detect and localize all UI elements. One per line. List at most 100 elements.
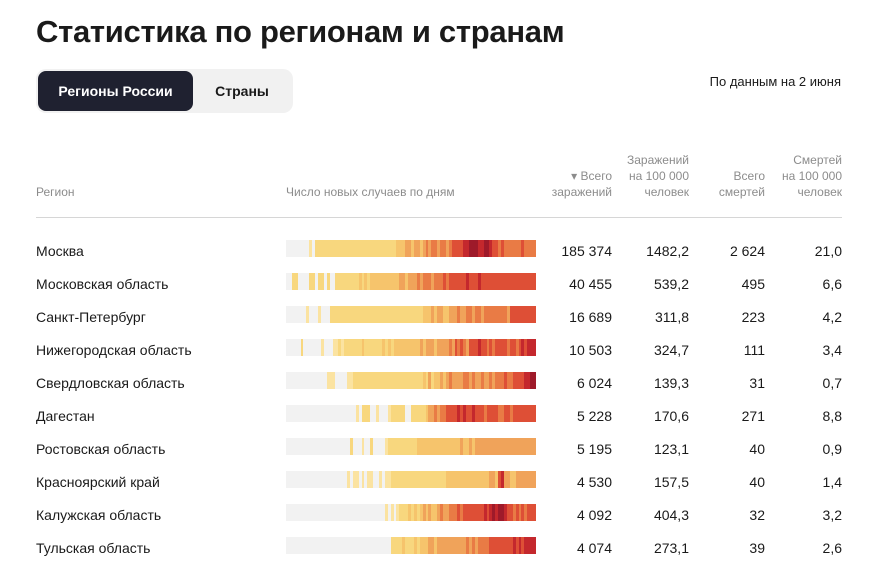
header-region[interactable]: Регион [36,185,75,199]
heatmap-day-cell [300,405,304,422]
heatmap-day-cell [463,537,467,554]
header-deaths-per-100k[interactable]: Смертей на 100 000 человек [760,152,842,200]
heatmap-day-cell [320,306,324,323]
heatmap-day-cell [332,273,336,290]
heatmap-day-cell [402,273,406,290]
heatmap-day-cell [358,339,362,356]
heatmap-day-cell [335,240,339,257]
heatmap-day-cell [309,504,313,521]
table-row[interactable]: Нижегородская область 10 503 324,7 111 3… [0,335,885,368]
table-row[interactable]: Свердловская область 6 024 139,3 31 0,7 [0,368,885,401]
heatmap-day-cell [489,504,493,521]
heatmap-day-cell [402,339,406,356]
heatmap-day-cell [434,339,438,356]
heatmap-day-cell [474,438,478,455]
heatmap-day-cell [533,372,536,389]
heatmap-day-cell [387,504,391,521]
heatmap-day-cell [501,504,504,521]
heatmap-day-cell [460,273,464,290]
data-date-note: По данным на 2 июня [709,74,841,89]
heatmap-day-cell [518,372,522,389]
heatmap-day-cell [509,273,513,290]
cases-per-100k: 273,1 [653,540,689,556]
heatmap-day-cell [431,339,435,356]
tab-countries[interactable]: Страны [215,83,269,99]
heatmap-day-cell [486,405,490,422]
heatmap-day-cell [396,405,400,422]
table-row[interactable]: Московская область 40 455 539,2 495 6,6 [0,269,885,302]
heatmap-day-cell [344,273,348,290]
table-row[interactable]: Санкт-Петербург 16 689 311,8 223 4,2 [0,302,885,335]
table-row[interactable]: Калужская область 4 092 404,3 32 3,2 [0,500,885,533]
heatmap-day-cell [501,438,504,455]
table-row[interactable]: Ростовская область 5 195 123,1 40 0,9 [0,434,885,467]
heatmap-day-cell [358,405,362,422]
heatmap-day-cell [503,438,507,455]
heatmap-day-cell [349,438,353,455]
heatmap-day-cell [367,339,371,356]
heatmap-day-cell [512,405,516,422]
heatmap-day-cell [373,405,377,422]
heatmap-day-cell [390,438,394,455]
heatmap-day-cell [379,306,382,323]
heatmap-day-cell [489,438,493,455]
header-deaths[interactable]: Всего смертей [690,168,765,200]
heatmap-day-cell [352,306,356,323]
heatmap-day-cell [492,471,496,488]
table-row[interactable]: Тульская область 4 074 273,1 39 2,6 [0,533,885,566]
heatmap-day-cell [390,405,394,422]
heatmap-day-cell [463,339,467,356]
heatmap-day-cell [370,405,374,422]
heatmap-day-cell [408,504,411,521]
heatmap-day-cell [460,372,464,389]
heatmap-day-cell [286,306,289,323]
heatmap-day-cell [338,273,342,290]
heatmap-day-cell [501,372,504,389]
heatmap-day-cell [509,504,513,521]
heatmap-day-cell [434,372,438,389]
heatmap-day-cell [326,471,330,488]
table-row[interactable]: Дагестан 5 228 170,6 271 8,8 [0,401,885,434]
heatmap-day-cell [300,273,304,290]
heatmap-day-cell [518,504,522,521]
heatmap-day-cell [344,537,348,554]
heatmap-day-cell [303,438,307,455]
heatmap-day-cell [344,438,348,455]
heatmap-day-cell [448,273,452,290]
heatmap-day-cell [335,537,339,554]
heatmap-day-cell [460,438,464,455]
heatmap-day-cell [506,273,510,290]
header-total-cases[interactable]: ▾ Всего заражений [520,168,612,200]
heatmap-day-cell [303,273,307,290]
table-row[interactable]: Красноярский край 4 530 157,5 40 1,4 [0,467,885,500]
heatmap-day-cell [329,438,333,455]
heatmap-day-cell [309,537,313,554]
heatmap-day-cell [422,504,426,521]
heatmap-day-cell [288,372,292,389]
heatmap-day-cell [408,306,411,323]
header-cases-per-100k[interactable]: Заражений на 100 000 человек [600,152,689,200]
heatmap-day-cell [451,537,455,554]
heatmap-day-cell [506,372,510,389]
heatmap-day-cell [457,438,461,455]
heatmap-day-cell [457,405,461,422]
heatmap-day-cell [533,306,536,323]
heatmap-day-cell [291,240,295,257]
heatmap-day-cell [367,273,371,290]
heatmap-day-cell [338,372,342,389]
deaths-total: 31 [749,375,765,391]
heatmap-day-cell [332,339,336,356]
heatmap-day-cell [483,504,487,521]
daily-cases-heatmap [286,240,536,257]
table-row[interactable]: Москва 185 374 1482,2 2 624 21,0 [0,236,885,269]
heatmap-day-cell [355,537,359,554]
heatmap-day-cell [445,273,449,290]
heatmap-day-cell [533,405,536,422]
heatmap-day-cell [483,405,487,422]
heatmap-day-cell [486,537,490,554]
tab-russian-regions[interactable]: Регионы России [38,71,193,111]
heatmap-day-cell [355,339,359,356]
heatmap-day-cell [442,273,446,290]
heatmap-day-cell [288,438,292,455]
heatmap-day-cell [364,306,368,323]
